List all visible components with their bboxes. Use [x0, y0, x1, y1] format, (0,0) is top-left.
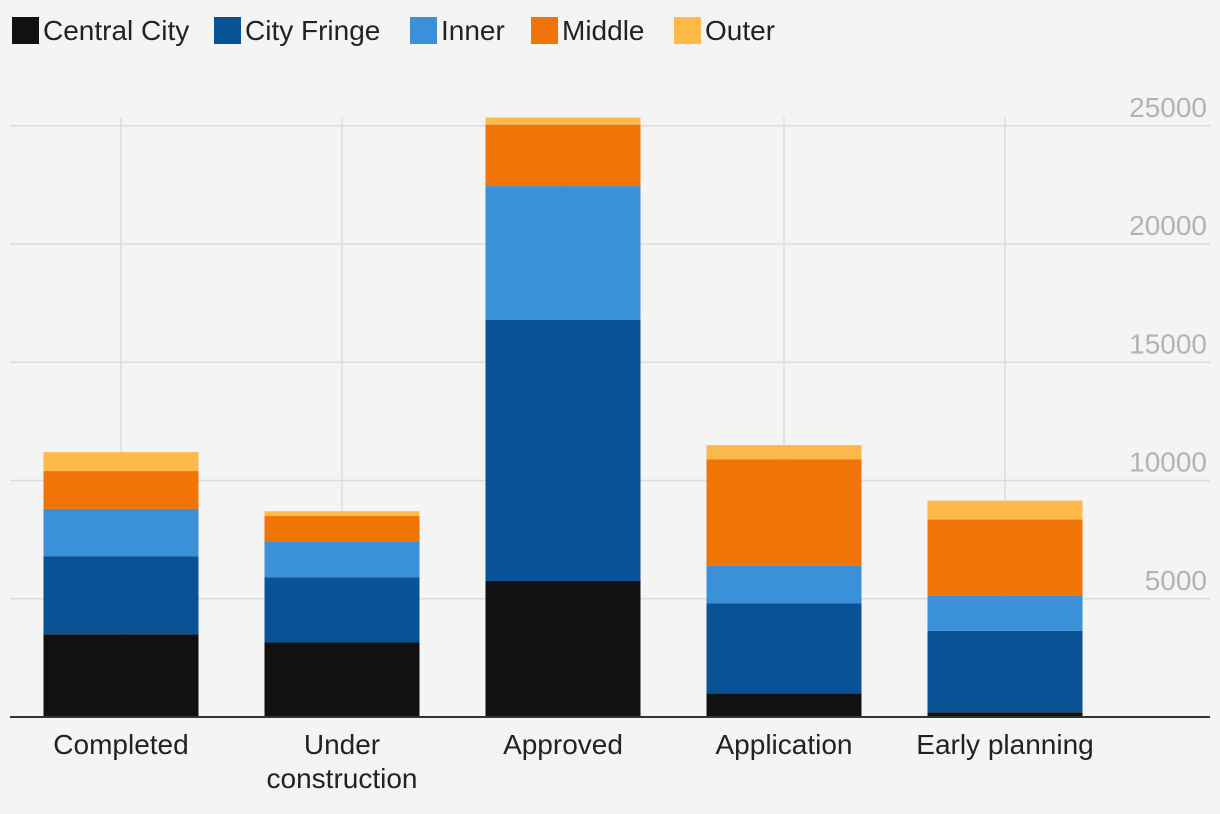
bar-completed-central-city — [43, 634, 199, 717]
y-tick-label-20000: 20000 — [1129, 210, 1207, 241]
legend-swatch-inner — [410, 17, 437, 44]
bar-approved-central-city — [485, 581, 641, 717]
x-tick-label-early-planning: Early planning — [916, 729, 1093, 760]
x-tick-label-completed: Completed — [53, 729, 188, 760]
legend-swatch-central-city — [12, 17, 39, 44]
x-tick-label-approved: Approved — [503, 729, 623, 760]
y-tick-label-15000: 15000 — [1129, 328, 1207, 359]
bar-application-middle — [706, 459, 862, 566]
bar-under-construction-central-city — [264, 642, 420, 717]
bar-completed-middle — [43, 471, 199, 509]
bar-application-inner — [706, 565, 862, 604]
legend-swatch-outer — [674, 17, 701, 44]
legend-item-city-fringe: City Fringe — [214, 15, 380, 46]
axis: 5000 10000 15000 20000 25000 Completed Under co… — [10, 92, 1210, 794]
legend-item-inner: Inner — [410, 15, 505, 46]
legend: Central City City Fringe Inner Middle Outer — [12, 15, 775, 46]
bar-approved-middle — [485, 124, 641, 187]
y-tick-label-5000: 5000 — [1145, 565, 1207, 596]
bar-early-planning-middle — [927, 519, 1083, 596]
legend-label-outer: Outer — [705, 15, 775, 46]
legend-label-city-fringe: City Fringe — [245, 15, 380, 46]
x-tick-label-application: Application — [716, 729, 853, 760]
bar-stack-application — [706, 445, 862, 717]
bar-early-planning-inner — [927, 595, 1083, 631]
bar-early-planning-city-fringe — [927, 630, 1083, 713]
bar-approved-inner — [485, 186, 641, 320]
bar-under-construction-city-fringe — [264, 577, 420, 643]
legend-swatch-middle — [531, 17, 558, 44]
legend-label-central-city: Central City — [43, 15, 189, 46]
y-tick-label-25000: 25000 — [1129, 92, 1207, 123]
bar-completed-city-fringe — [43, 556, 199, 635]
bar-application-central-city — [706, 693, 862, 717]
y-tick-label-10000: 10000 — [1129, 447, 1207, 478]
bar-early-planning-central-city — [927, 712, 1083, 717]
bar-application-city-fringe — [706, 603, 862, 694]
bar-completed-inner — [43, 508, 199, 557]
legend-item-outer: Outer — [674, 15, 775, 46]
bar-under-construction-inner — [264, 542, 420, 578]
bar-stack-approved — [485, 117, 641, 717]
bar-early-planning-outer — [927, 500, 1083, 520]
legend-item-central-city: Central City — [12, 15, 189, 46]
legend-label-inner: Inner — [441, 15, 505, 46]
bar-completed-outer — [43, 452, 199, 472]
bar-approved-outer — [485, 117, 641, 125]
x-tick-label-under-construction: Under construction — [267, 729, 418, 794]
bar-stack-under-construction — [264, 511, 420, 717]
bar-application-outer — [706, 445, 862, 460]
bar-stack-completed — [43, 452, 199, 717]
legend-label-middle: Middle — [562, 15, 644, 46]
legend-swatch-city-fringe — [214, 17, 241, 44]
bar-under-construction-outer — [264, 511, 420, 516]
bar-stack-early-planning — [927, 500, 1083, 717]
legend-item-middle: Middle — [531, 15, 644, 46]
bars — [43, 117, 1083, 717]
bar-under-construction-middle — [264, 515, 420, 543]
bar-approved-city-fringe — [485, 319, 641, 582]
